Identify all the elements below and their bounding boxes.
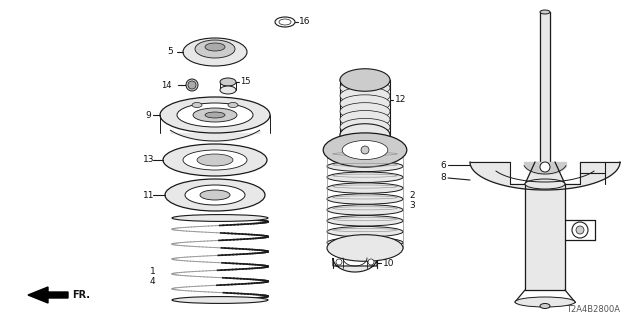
Text: 16: 16 xyxy=(299,18,310,27)
Ellipse shape xyxy=(340,87,390,104)
Ellipse shape xyxy=(205,112,225,118)
Ellipse shape xyxy=(340,124,390,146)
Ellipse shape xyxy=(340,110,390,128)
Ellipse shape xyxy=(323,133,407,167)
Ellipse shape xyxy=(197,154,233,166)
Ellipse shape xyxy=(327,227,403,237)
Polygon shape xyxy=(470,162,620,190)
Circle shape xyxy=(336,259,342,265)
Text: 8: 8 xyxy=(440,173,445,182)
Text: 12: 12 xyxy=(395,95,406,105)
Ellipse shape xyxy=(279,19,291,25)
Ellipse shape xyxy=(165,179,265,211)
Ellipse shape xyxy=(340,118,390,136)
Ellipse shape xyxy=(327,161,403,172)
Ellipse shape xyxy=(327,235,403,261)
Ellipse shape xyxy=(177,103,253,127)
Text: 10: 10 xyxy=(383,259,394,268)
Ellipse shape xyxy=(327,205,403,215)
Circle shape xyxy=(540,162,550,172)
Ellipse shape xyxy=(205,43,225,51)
Text: 4: 4 xyxy=(150,277,156,286)
Ellipse shape xyxy=(340,79,390,97)
Polygon shape xyxy=(28,287,68,303)
Text: 2: 2 xyxy=(409,190,415,199)
Ellipse shape xyxy=(163,144,267,176)
Circle shape xyxy=(576,226,584,234)
Ellipse shape xyxy=(193,108,237,122)
Ellipse shape xyxy=(340,126,390,144)
Ellipse shape xyxy=(327,194,403,204)
Ellipse shape xyxy=(327,237,403,248)
Circle shape xyxy=(368,259,374,265)
Text: 6: 6 xyxy=(440,161,445,170)
Text: 1: 1 xyxy=(150,268,156,276)
Ellipse shape xyxy=(327,150,403,161)
Ellipse shape xyxy=(186,79,198,91)
Ellipse shape xyxy=(183,150,247,170)
Ellipse shape xyxy=(160,97,270,133)
Circle shape xyxy=(361,146,369,154)
Text: 14: 14 xyxy=(161,81,172,90)
Text: FR.: FR. xyxy=(72,290,90,300)
Ellipse shape xyxy=(525,179,565,189)
Text: 11: 11 xyxy=(143,190,154,199)
Ellipse shape xyxy=(327,216,403,226)
Text: 9: 9 xyxy=(145,110,151,119)
Ellipse shape xyxy=(220,86,236,94)
Ellipse shape xyxy=(172,297,268,303)
Polygon shape xyxy=(525,162,565,184)
Ellipse shape xyxy=(340,103,390,120)
Ellipse shape xyxy=(200,190,230,200)
Ellipse shape xyxy=(172,215,268,221)
Ellipse shape xyxy=(515,297,575,307)
Ellipse shape xyxy=(540,303,550,308)
Polygon shape xyxy=(333,258,377,272)
Text: 5: 5 xyxy=(167,47,173,57)
Text: T2A4B2800A: T2A4B2800A xyxy=(566,305,620,314)
Ellipse shape xyxy=(228,102,238,108)
Ellipse shape xyxy=(185,185,245,205)
Text: 15: 15 xyxy=(240,77,250,86)
Ellipse shape xyxy=(192,102,202,108)
Ellipse shape xyxy=(195,40,235,58)
Ellipse shape xyxy=(327,172,403,182)
Ellipse shape xyxy=(327,183,403,193)
Ellipse shape xyxy=(188,81,196,89)
Ellipse shape xyxy=(183,38,247,66)
Ellipse shape xyxy=(340,69,390,91)
Ellipse shape xyxy=(220,78,236,86)
Text: 3: 3 xyxy=(409,201,415,210)
Ellipse shape xyxy=(540,10,550,14)
Ellipse shape xyxy=(275,17,295,27)
Ellipse shape xyxy=(340,95,390,112)
Text: 13: 13 xyxy=(143,156,154,164)
Ellipse shape xyxy=(340,71,390,89)
Ellipse shape xyxy=(342,140,388,159)
Circle shape xyxy=(572,222,588,238)
